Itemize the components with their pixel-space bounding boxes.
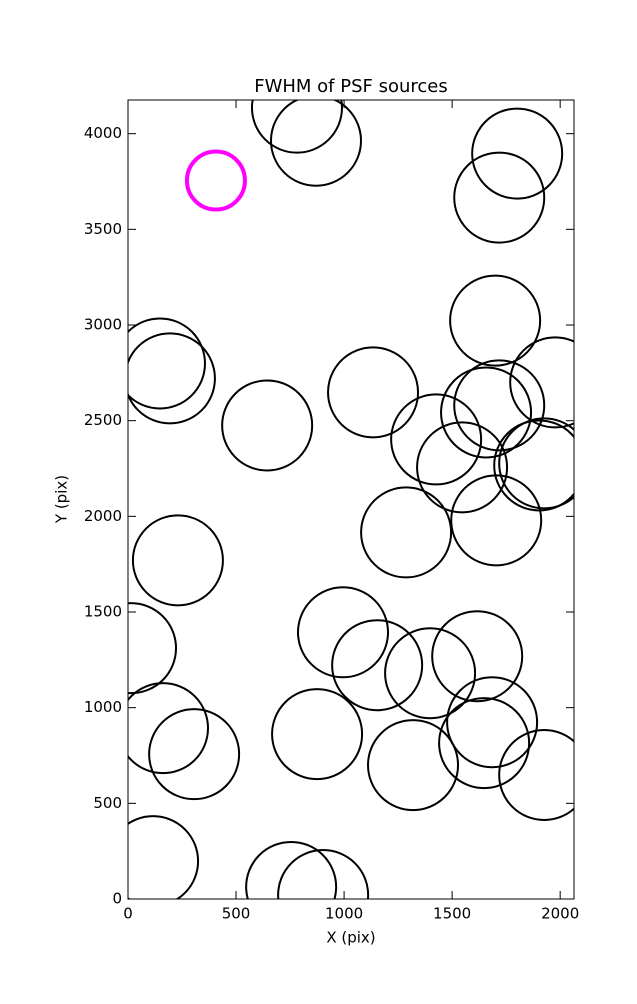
source-circle [453,151,546,244]
source-circle [277,848,370,899]
source-circle [449,274,542,367]
y-tick-label: 3000 [84,316,122,334]
x-axis-label: X (pix) [326,929,375,947]
source-circle [271,688,364,781]
y-tick-label: 1500 [84,603,122,621]
source-circle [498,729,574,822]
source-circle [440,366,533,459]
source-circle [245,840,338,899]
x-tick-label: 2000 [541,905,579,923]
source-circle [270,100,362,187]
source-circle [360,486,453,579]
chart-title: FWHM of PSF sources [254,76,448,97]
source-circle [327,346,420,439]
y-tick-label: 1000 [84,698,122,716]
source-circle [297,586,390,679]
x-tick-label: 1000 [325,905,363,923]
source-circle [128,602,178,695]
y-tick-label: 2500 [84,411,122,429]
y-tick-label: 2000 [84,507,122,525]
source-circle [331,619,424,712]
y-tick-label: 4000 [84,124,122,142]
source-circle [367,719,460,812]
source-circle [148,708,241,801]
y-axis-label: Y (pix) [53,475,71,524]
source-circle [450,474,543,567]
plot-area [128,100,574,899]
x-tick-label: 0 [123,905,133,923]
x-tick-label: 500 [222,905,251,923]
x-tick-label: 1500 [433,905,471,923]
source-circle [390,393,483,486]
source-circle [416,421,509,514]
y-tick-label: 3500 [84,220,122,238]
source-circle [221,379,314,472]
source-circle [128,682,209,775]
source-circle [431,610,524,703]
source-circle [438,697,531,790]
source-circle [384,627,477,720]
source-circle [131,514,224,607]
source-circle [184,149,247,212]
source-circle [453,359,546,452]
source-circle [250,100,343,154]
source-circle [128,317,206,410]
plot-frame [127,99,575,900]
y-tick-label: 500 [93,794,122,812]
source-circle [509,336,574,429]
source-circle [128,332,216,425]
y-tick-label: 0 [112,890,122,908]
source-circle [128,815,200,899]
source-circle [498,417,574,510]
source-circle [471,107,564,200]
source-circle [446,676,539,769]
